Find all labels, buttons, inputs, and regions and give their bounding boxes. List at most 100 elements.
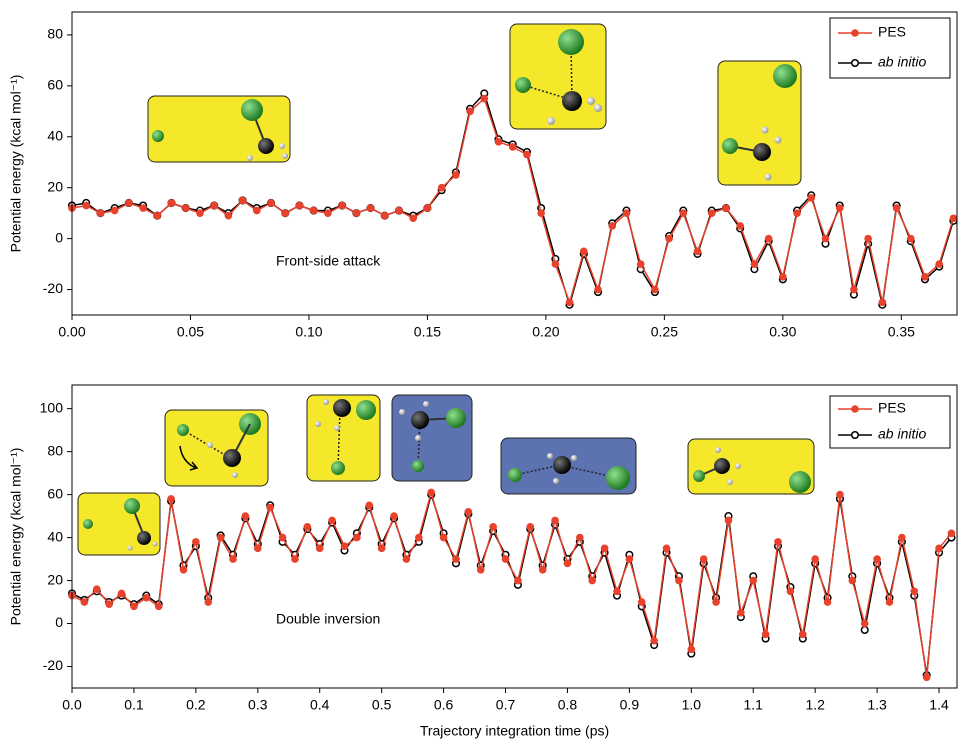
data-point	[167, 495, 175, 503]
inset	[509, 23, 607, 130]
data-point	[309, 206, 318, 215]
data-point	[565, 298, 574, 307]
data-point	[303, 523, 312, 531]
data-point	[439, 533, 448, 542]
data-point	[253, 206, 261, 215]
data-point	[873, 555, 881, 563]
y-tick-label: 40	[47, 127, 63, 143]
legend-label: PES	[878, 400, 906, 416]
data-point	[229, 555, 237, 563]
data-point	[82, 201, 91, 210]
legend-marker	[850, 58, 860, 68]
x-tick-label: 0.6	[434, 697, 454, 713]
x-axis-label: Trajectory integration time (ps)	[420, 723, 609, 739]
data-layer	[67, 89, 958, 682]
data-point	[774, 538, 782, 546]
data-point	[340, 542, 349, 550]
x-tick-label: 1.0	[682, 697, 702, 713]
x-tick-label: 0.0	[62, 697, 82, 713]
data-point	[898, 533, 906, 542]
x-tick-label: 0.00	[58, 324, 85, 340]
data-point	[693, 247, 702, 256]
x-tick-label: 0.5	[372, 697, 392, 713]
molecule-insets	[77, 23, 815, 556]
y-tick-label: 20	[47, 178, 63, 194]
series-line	[71, 491, 952, 676]
data-point	[117, 589, 126, 598]
data-point	[761, 630, 770, 639]
annotation: Front-side attack	[276, 253, 381, 269]
data-point	[494, 138, 503, 146]
data-point	[750, 260, 759, 268]
data-point	[92, 585, 101, 593]
plot-frame	[71, 11, 958, 316]
data-point	[563, 559, 572, 568]
data-point	[687, 645, 696, 654]
data-point	[712, 598, 720, 606]
data-point	[798, 630, 807, 639]
inset	[147, 95, 291, 163]
data-point	[489, 523, 497, 531]
data-point	[266, 503, 274, 512]
x-tick-label: 0.9	[620, 697, 640, 713]
inset	[500, 437, 637, 495]
data-point	[210, 201, 218, 210]
data-point	[665, 234, 673, 243]
data-point	[848, 576, 857, 585]
data-point	[139, 204, 147, 212]
x-tick-label: 0.2	[186, 697, 206, 713]
y-tick-label: -20	[43, 657, 63, 673]
data-point	[949, 214, 958, 223]
legend-box	[829, 17, 951, 79]
data-point	[181, 204, 190, 212]
x-tick-label: 0.35	[888, 324, 915, 340]
data-point	[415, 533, 423, 542]
data-point	[526, 523, 535, 531]
data-point	[241, 512, 250, 520]
data-point	[947, 529, 956, 538]
data-point	[724, 516, 733, 525]
data-point	[466, 107, 474, 116]
data-point	[707, 209, 716, 217]
data-point	[935, 544, 943, 553]
x-tick-label: 1.1	[744, 697, 764, 713]
data-point	[377, 544, 386, 553]
data-point	[836, 490, 844, 499]
data-point	[793, 209, 801, 217]
data-point	[551, 516, 559, 525]
y-tick-label: 80	[47, 26, 63, 42]
legend-marker	[850, 430, 860, 440]
data-point	[537, 209, 545, 217]
y-tick-label: -20	[43, 280, 63, 296]
data-point	[216, 533, 225, 542]
x-tick-label: 1.2	[805, 697, 825, 713]
y-axis-label: Potential energy (kcal mol⁻¹)	[8, 448, 24, 626]
x-tick-label: 0.1	[124, 697, 144, 713]
data-point	[142, 593, 151, 602]
data-point	[167, 199, 176, 207]
data-point	[613, 587, 621, 596]
x-tick-label: 0.30	[769, 324, 796, 340]
data-point	[675, 576, 683, 585]
data-point	[737, 608, 745, 617]
x-tick-label: 0.7	[496, 697, 516, 713]
legend-box	[829, 395, 951, 449]
data-point	[105, 600, 113, 608]
data-point	[402, 555, 411, 563]
data-point	[324, 209, 332, 217]
data-point	[224, 211, 233, 220]
data-point	[699, 555, 708, 563]
data-point	[608, 222, 617, 230]
data-point	[679, 209, 688, 217]
legend-label: ab initio	[878, 54, 926, 70]
data-point	[823, 598, 832, 606]
data-point	[922, 673, 931, 682]
data-point	[850, 285, 858, 294]
data-point	[154, 602, 163, 611]
data-point	[452, 555, 460, 563]
data-point	[588, 576, 597, 585]
data-point	[427, 488, 436, 497]
data-point	[365, 501, 374, 510]
data-point	[353, 533, 361, 542]
x-tick-label: 0.8	[558, 697, 578, 713]
